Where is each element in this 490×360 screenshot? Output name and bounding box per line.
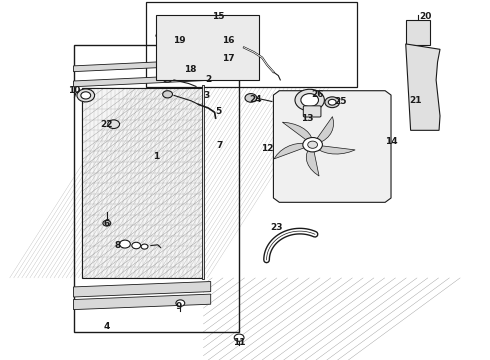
Circle shape: [325, 97, 340, 108]
Circle shape: [141, 244, 148, 249]
Polygon shape: [273, 91, 391, 202]
Text: 7: 7: [216, 141, 223, 150]
Circle shape: [162, 35, 170, 41]
Text: 25: 25: [334, 97, 347, 106]
Circle shape: [301, 94, 318, 107]
Circle shape: [234, 334, 244, 341]
Text: 1: 1: [153, 152, 159, 161]
Circle shape: [328, 99, 336, 105]
Circle shape: [163, 91, 172, 98]
Circle shape: [212, 24, 227, 35]
Text: 11: 11: [233, 338, 245, 347]
Polygon shape: [74, 282, 211, 297]
Circle shape: [176, 300, 185, 306]
Text: 17: 17: [221, 54, 234, 63]
Text: 18: 18: [184, 65, 196, 74]
Circle shape: [108, 120, 120, 129]
Text: 24: 24: [249, 94, 262, 104]
Text: 14: 14: [385, 136, 397, 145]
Text: 12: 12: [261, 144, 273, 153]
Polygon shape: [282, 122, 313, 145]
Text: 6: 6: [104, 219, 110, 228]
Circle shape: [295, 89, 324, 111]
Text: 22: 22: [100, 120, 113, 129]
Text: 23: 23: [270, 223, 283, 232]
Bar: [82, 88, 203, 278]
Text: 19: 19: [172, 36, 185, 45]
Polygon shape: [306, 145, 319, 176]
Text: 10: 10: [68, 86, 81, 95]
Text: 21: 21: [409, 95, 422, 104]
Polygon shape: [313, 117, 334, 145]
Circle shape: [245, 94, 257, 102]
Text: 5: 5: [215, 107, 221, 116]
Bar: [74, 45, 239, 332]
Text: 16: 16: [221, 36, 234, 45]
Circle shape: [163, 75, 172, 82]
Bar: [156, 15, 259, 80]
Circle shape: [308, 141, 318, 148]
Text: 4: 4: [103, 323, 110, 331]
Bar: [82, 88, 203, 278]
Bar: [146, 2, 357, 87]
Text: 8: 8: [115, 241, 121, 250]
Circle shape: [81, 92, 91, 99]
Circle shape: [103, 220, 111, 226]
Text: 13: 13: [301, 113, 314, 122]
Text: 9: 9: [175, 302, 182, 311]
Circle shape: [77, 89, 95, 102]
Polygon shape: [74, 294, 211, 310]
Bar: [82, 88, 203, 278]
Polygon shape: [74, 59, 211, 72]
Polygon shape: [274, 143, 313, 159]
Text: 20: 20: [419, 12, 432, 21]
Text: 26: 26: [311, 90, 324, 99]
FancyBboxPatch shape: [303, 106, 321, 117]
Polygon shape: [313, 145, 355, 154]
Text: 15: 15: [212, 12, 224, 21]
Text: 3: 3: [204, 91, 210, 100]
Polygon shape: [406, 44, 440, 130]
Circle shape: [303, 138, 322, 152]
Circle shape: [132, 242, 141, 249]
Bar: [406, 20, 430, 45]
Text: 2: 2: [205, 76, 211, 85]
Circle shape: [120, 240, 130, 248]
Polygon shape: [74, 75, 211, 87]
